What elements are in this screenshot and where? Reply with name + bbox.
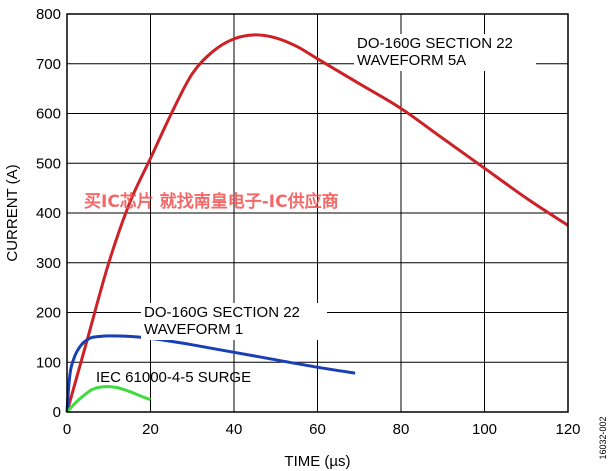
plot-frame <box>66 13 569 413</box>
y-tick-label: 200 <box>36 305 61 322</box>
x-tick-label: 60 <box>309 421 326 438</box>
annotation-background <box>354 34 536 71</box>
x-tick-label: 0 <box>63 421 71 438</box>
y-tick-label: 800 <box>36 6 61 23</box>
waveform-1-curve <box>65 334 356 413</box>
annotation-background <box>141 303 327 340</box>
y-tick-labels: 0 100 200 300 400 500 600 700 800 <box>36 6 61 421</box>
x-tick-labels: 0 20 40 60 80 100 120 <box>63 421 581 438</box>
annotation-line: WAVEFORM 1 <box>144 321 243 338</box>
x-tick-label: 20 <box>142 421 159 438</box>
x-axis-title: TIME (µs) <box>284 453 350 470</box>
y-tick-label: 500 <box>36 155 61 172</box>
y-axis-title: CURRENT (A) <box>4 164 21 261</box>
watermark: 买IC芯片 就找南皇电子-IC供应商 <box>84 191 339 212</box>
curves <box>65 33 569 414</box>
x-tick-label: 100 <box>472 421 497 438</box>
annotation-line: IEC 61000-4-5 SURGE <box>96 369 251 386</box>
annotation-line: WAVEFORM 5A <box>357 52 466 69</box>
y-tick-label: 100 <box>36 354 61 371</box>
x-tick-label: 40 <box>226 421 243 438</box>
iec-surge-label: IEC 61000-4-5 SURGE <box>96 369 251 386</box>
y-tick-label: 300 <box>36 255 61 272</box>
waveform-5a-curve <box>65 33 569 413</box>
x-tick-label: 80 <box>393 421 410 438</box>
y-tick-label: 400 <box>36 205 61 222</box>
iec-surge-curve <box>65 385 152 414</box>
figure-id: 16032-002 <box>598 416 608 459</box>
y-tick-label: 700 <box>36 56 61 73</box>
annotation-line: DO-160G SECTION 22 <box>144 304 300 321</box>
grid <box>67 14 568 412</box>
x-tick-label: 120 <box>555 421 580 438</box>
y-tick-label: 0 <box>53 404 61 421</box>
y-tick-label: 600 <box>36 106 61 123</box>
annotation-line: DO-160G SECTION 22 <box>357 35 513 52</box>
